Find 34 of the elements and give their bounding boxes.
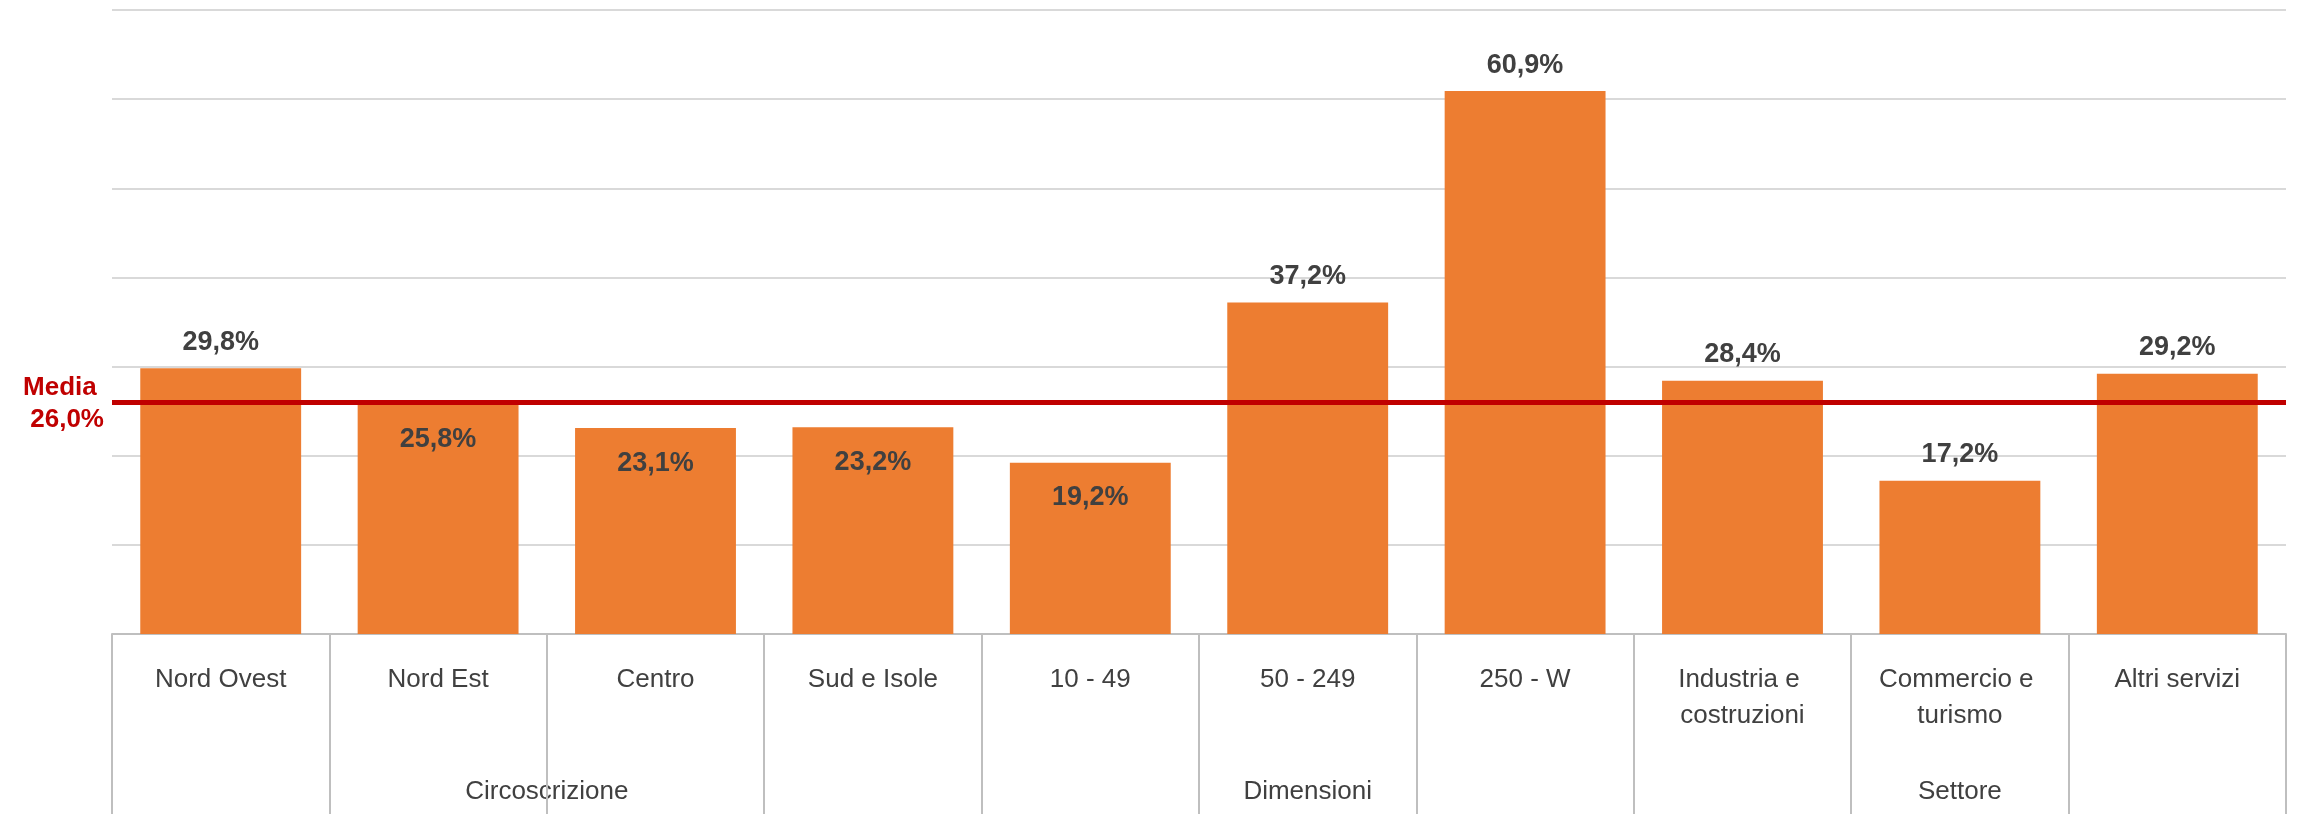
bar xyxy=(1662,380,1823,634)
x-tick-label: 10 - 49 xyxy=(1049,663,1131,693)
bar xyxy=(2096,373,2258,634)
bar xyxy=(1444,91,1606,634)
text: Circoscrizione xyxy=(465,775,629,805)
x-tick-label: Industria e costruzioni xyxy=(1678,663,1807,729)
bar xyxy=(1879,480,2041,634)
bar xyxy=(792,427,954,634)
x-tick-label: Commercio e turismo xyxy=(1878,663,2041,729)
data-label: 28,4% xyxy=(1704,338,1781,369)
x-tick-label: 50 - 249 xyxy=(1260,663,1356,693)
ref-line-label: Media 26,0% xyxy=(23,371,104,434)
data-label: 23,2% xyxy=(834,445,912,476)
data-label: 37,2% xyxy=(1269,259,1346,290)
data-label: 29,2% xyxy=(2139,331,2216,362)
data-label: 19,2% xyxy=(1052,481,1129,512)
x-tick-label: Sud e Isole xyxy=(807,663,938,693)
x-tick-label: Nord Ovest xyxy=(154,663,288,693)
data-label: 23,1% xyxy=(617,446,694,477)
x-tick-label: Altri servizi xyxy=(2114,663,2241,693)
bar xyxy=(1009,462,1171,634)
data-label: 17,2% xyxy=(1921,438,1999,469)
bar xyxy=(575,428,736,634)
x-tick-label: Centro xyxy=(616,663,695,693)
data-label: 29,8% xyxy=(182,325,259,356)
bar xyxy=(1227,302,1389,634)
text: Dimensioni xyxy=(1243,775,1372,805)
x-tick-label: Nord Est xyxy=(387,663,490,693)
bar xyxy=(357,404,519,634)
data-label: 60,9% xyxy=(1486,48,1564,79)
bar xyxy=(140,368,302,634)
data-label: 25,8% xyxy=(399,422,477,453)
x-tick-label: 250 - W xyxy=(1479,663,1572,693)
text: Settore xyxy=(1917,775,2002,805)
